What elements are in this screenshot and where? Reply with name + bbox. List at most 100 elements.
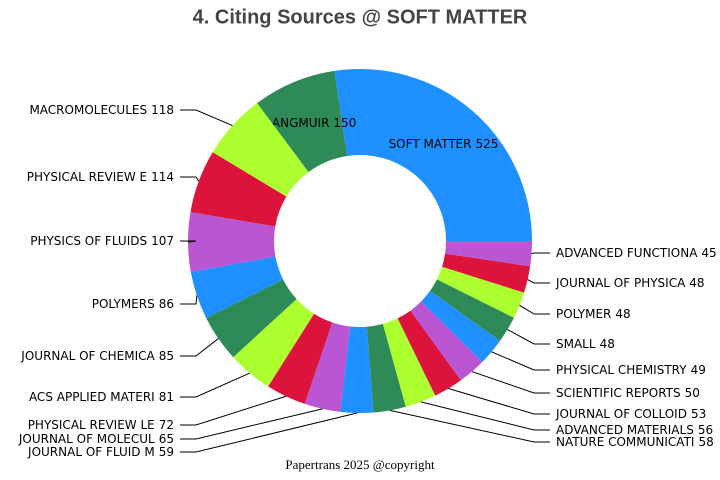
label-name: JOURNAL OF PHYSICA xyxy=(555,276,686,290)
label-name: PHYSICAL CHEMISTRY xyxy=(556,363,687,377)
wedge xyxy=(304,322,351,412)
label-value: 150 xyxy=(333,115,356,129)
label-name: SOFT MATTER xyxy=(389,136,472,150)
label-value: 65 xyxy=(159,432,174,446)
wedge xyxy=(188,212,276,273)
label-value: 59 xyxy=(159,445,174,459)
label-value: 53 xyxy=(691,407,706,421)
label-value: 86 xyxy=(159,297,174,311)
wedge-label: ADVANCED MATERIALS 56 xyxy=(556,423,713,437)
label-name: SCIENTIFIC REPORTS xyxy=(556,386,681,400)
label-name: PHYSICAL REVIEW LE xyxy=(28,418,155,432)
wedge xyxy=(421,290,501,362)
label-value: 58 xyxy=(698,435,713,449)
leader-line xyxy=(491,351,550,371)
wedge-label: JOURNAL OF MOLECUL 65 xyxy=(18,432,174,446)
leader-line xyxy=(180,176,200,182)
wedge xyxy=(436,266,525,318)
leader-line xyxy=(527,279,550,284)
label-value: 48 xyxy=(615,307,630,321)
wedge-label: JOURNAL OF CHEMICA 85 xyxy=(20,349,174,363)
label-name: NATURE COMMUNICATI xyxy=(556,435,694,449)
label-name: PHYSICAL REVIEW E xyxy=(27,170,147,184)
label-name: JOURNAL OF FLUID M xyxy=(27,445,155,459)
label-value: 48 xyxy=(689,276,704,290)
wedge xyxy=(366,323,406,413)
label-value: 525 xyxy=(475,136,498,150)
chart-title: 4. Citing Sources @ SOFT MATTER xyxy=(193,6,528,28)
leader-line xyxy=(420,401,550,431)
wedge-label: SCIENTIFIC REPORTS 50 xyxy=(556,386,700,400)
label-value: 85 xyxy=(159,349,174,363)
label-name: ACS APPLIED MATERI xyxy=(29,390,155,404)
label-name: ADVANCED FUNCTIONA xyxy=(556,246,698,260)
wedge xyxy=(212,103,309,197)
wedge-label: JOURNAL OF FLUID M 59 xyxy=(27,445,174,459)
leader-line xyxy=(180,295,198,305)
wedge-label: LANGMUIR 150 xyxy=(265,115,356,129)
label-value: 114 xyxy=(151,170,174,184)
label-value: 45 xyxy=(701,246,716,260)
label-name: JOURNAL OF COLLOID xyxy=(555,407,687,421)
leader-line xyxy=(180,372,250,398)
wedge xyxy=(382,318,436,407)
wedge xyxy=(442,253,531,293)
wedge xyxy=(334,69,532,242)
label-value: 50 xyxy=(685,386,700,400)
wedge-label: PHYSICAL CHEMISTRY 49 xyxy=(556,363,706,377)
wedge-label: ACS APPLIED MATERI 81 xyxy=(29,390,174,404)
wedge-label: POLYMERS 86 xyxy=(92,297,174,311)
wedge xyxy=(410,301,483,381)
label-name: ADVANCED MATERIALS xyxy=(556,423,694,437)
label-value: 49 xyxy=(691,363,706,377)
wedge xyxy=(340,326,374,414)
wedge xyxy=(268,313,333,404)
label-value: 48 xyxy=(600,337,615,351)
wedge-label: POLYMER 48 xyxy=(556,307,631,321)
wedge-label: PHYSICAL REVIEW LE 72 xyxy=(28,418,174,432)
label-value: 81 xyxy=(159,390,174,404)
label-name: POLYMER xyxy=(556,307,611,321)
leader-line xyxy=(180,109,233,127)
leader-line xyxy=(519,304,550,315)
label-name: SMALL xyxy=(556,337,596,351)
leader-line xyxy=(471,371,550,394)
label-value: 56 xyxy=(698,423,713,437)
wedge xyxy=(190,152,287,227)
label-name: LANGMUIR xyxy=(265,115,329,129)
leader-line xyxy=(389,409,550,443)
label-name: MACROMOLECULES xyxy=(29,103,147,117)
wedge xyxy=(430,279,514,341)
wedge-label: SMALL 48 xyxy=(556,337,615,351)
wedge-label: JOURNAL OF PHYSICA 48 xyxy=(555,276,705,290)
leader-line xyxy=(180,338,219,357)
label-value: 107 xyxy=(151,234,174,248)
wedge-label: ADVANCED FUNCTIONA 45 xyxy=(556,246,717,260)
wedge xyxy=(206,279,297,358)
leader-line xyxy=(180,240,197,243)
label-value: 118 xyxy=(151,103,174,117)
leader-line xyxy=(531,252,550,255)
wedge-label: MACROMOLECULES 118 xyxy=(29,103,174,117)
leader-line xyxy=(507,329,550,345)
footer: Papertrans 2025 @copyright xyxy=(285,457,435,472)
wedge xyxy=(257,70,348,173)
label-value: 72 xyxy=(159,418,174,432)
wedge-label: JOURNAL OF COLLOID 53 xyxy=(555,407,706,421)
wedge-label: PHYSICS OF FLUIDS 107 xyxy=(30,234,174,248)
wedge xyxy=(397,310,461,396)
wedge xyxy=(445,241,532,267)
wedge xyxy=(190,256,284,318)
wedge-label: PHYSICAL REVIEW E 114 xyxy=(27,170,174,184)
label-name: JOURNAL OF CHEMICA xyxy=(20,349,155,363)
wedge-label: NATURE COMMUNICATI 58 xyxy=(556,435,714,449)
label-name: POLYMERS xyxy=(92,297,155,311)
wedge xyxy=(233,299,315,387)
leader-line xyxy=(180,395,287,426)
label-name: JOURNAL OF MOLECUL xyxy=(18,432,155,446)
leader-line xyxy=(448,388,550,415)
leader-line xyxy=(180,408,323,440)
label-name: PHYSICS OF FLUIDS xyxy=(30,234,147,248)
leader-line xyxy=(180,412,358,453)
